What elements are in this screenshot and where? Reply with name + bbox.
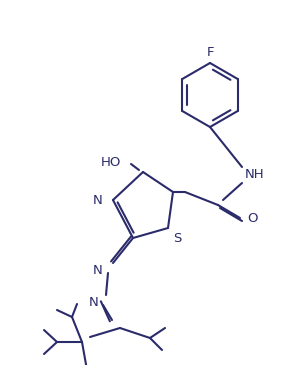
- Text: NH: NH: [245, 169, 265, 181]
- Text: N: N: [93, 265, 103, 277]
- Text: HO: HO: [101, 155, 121, 169]
- Text: N: N: [93, 193, 103, 207]
- Text: O: O: [248, 211, 258, 224]
- Text: S: S: [173, 231, 181, 245]
- Text: F: F: [206, 46, 214, 59]
- Text: N: N: [88, 296, 98, 310]
